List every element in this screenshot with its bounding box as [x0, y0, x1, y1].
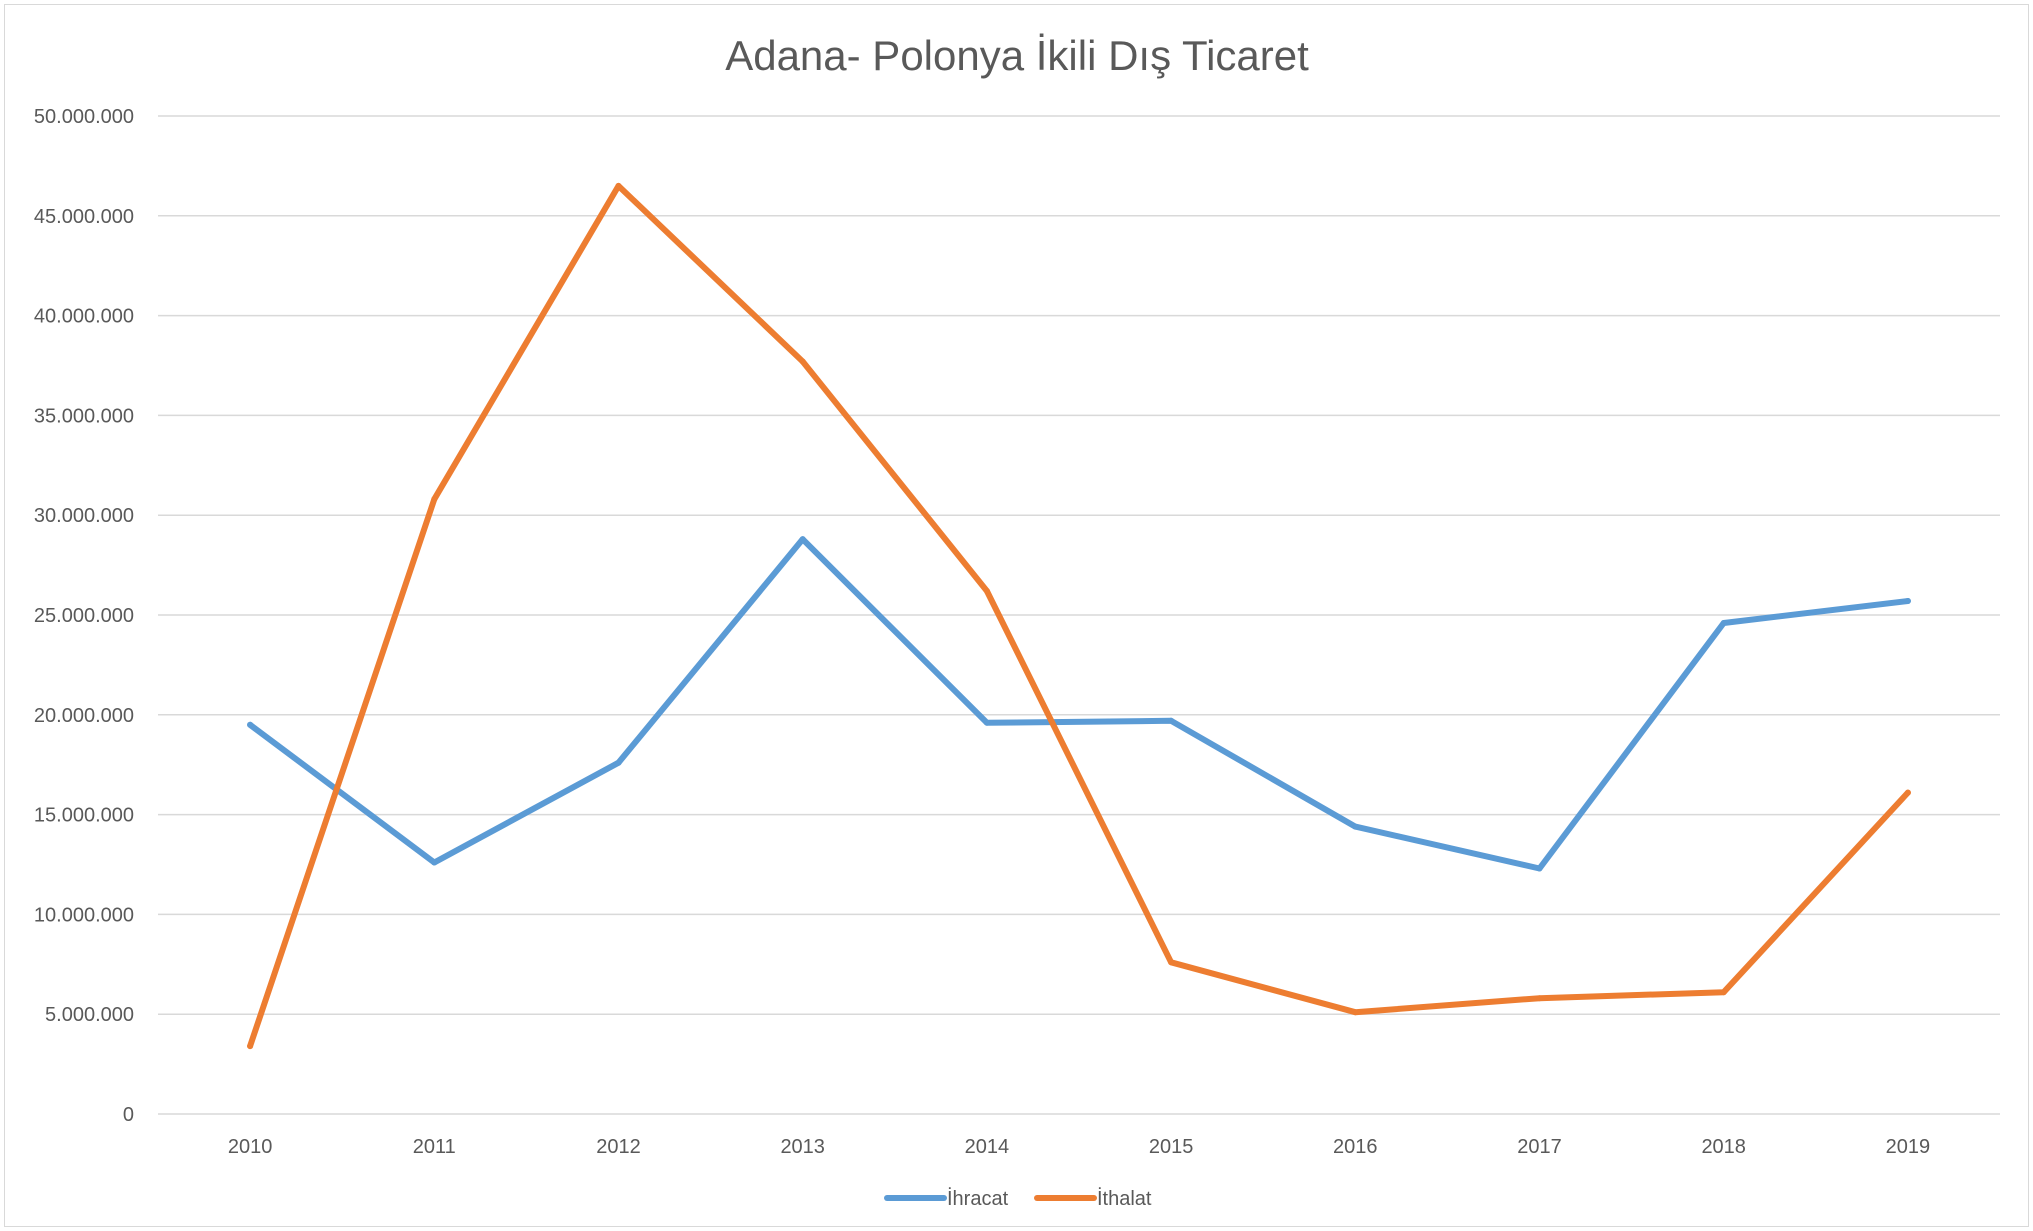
- x-tick-label: 2015: [1149, 1136, 1194, 1158]
- data-point: [1904, 598, 1911, 605]
- y-axis-ticks: 0 5.000.000 10.000.000 15.000.000 20.000.000…: [34, 106, 134, 1126]
- x-axis-ticks: 2010 2011 2012 2013 2014 2015 2016 2017 2018 2019: [228, 1136, 1930, 1158]
- data-point: [247, 1043, 254, 1050]
- data-point: [615, 759, 622, 766]
- y-tick-label: 45.000.000: [34, 206, 134, 228]
- data-point: [1536, 865, 1543, 872]
- data-point: [799, 536, 806, 543]
- data-point: [1352, 823, 1359, 830]
- y-tick-label: 15.000.000: [34, 805, 134, 827]
- data-point: [1168, 717, 1175, 724]
- data-point: [799, 358, 806, 365]
- y-tick-label: 40.000.000: [34, 306, 134, 328]
- legend: İhracat İthalat: [884, 1187, 1152, 1210]
- legend-label: İthalat: [1097, 1187, 1152, 1210]
- data-point: [983, 719, 990, 726]
- data-point: [1720, 619, 1727, 626]
- y-tick-label: 50.000.000: [34, 106, 134, 128]
- legend-item: İthalat: [1034, 1187, 1152, 1210]
- x-tick-label: 2012: [596, 1136, 641, 1158]
- data-point: [1720, 989, 1727, 996]
- x-tick-label: 2019: [1886, 1136, 1931, 1158]
- legend-item: İhracat: [884, 1187, 1009, 1210]
- data-point: [1168, 959, 1175, 966]
- x-tick-label: 2011: [413, 1136, 456, 1158]
- y-tick-label: 20.000.000: [34, 705, 134, 727]
- data-point: [983, 588, 990, 595]
- y-tick-label: 25.000.000: [34, 605, 134, 627]
- data-point: [431, 496, 438, 503]
- x-tick-label: 2018: [1701, 1136, 1746, 1158]
- data-point: [615, 182, 622, 189]
- series-line-ithalat: [247, 182, 1911, 1050]
- x-tick-label: 2017: [1517, 1136, 1562, 1158]
- y-tick-label: 10.000.000: [34, 904, 134, 926]
- data-point: [1352, 1009, 1359, 1016]
- series-line-ihracat: [247, 536, 1911, 872]
- data-point: [1904, 789, 1911, 796]
- y-tick-label: 30.000.000: [34, 505, 134, 527]
- data-point: [247, 721, 254, 728]
- x-tick-label: 2016: [1333, 1136, 1378, 1158]
- y-tick-label: 5.000.000: [45, 1004, 134, 1026]
- y-tick-label: 35.000.000: [34, 405, 134, 427]
- series-lines: [247, 182, 1911, 1050]
- data-point: [1536, 995, 1543, 1002]
- x-tick-label: 2013: [780, 1136, 825, 1158]
- legend-label: İhracat: [947, 1187, 1009, 1210]
- data-point: [431, 859, 438, 866]
- grid-lines: [158, 115, 2000, 1115]
- chart-title: Adana- Polonya İkili Dış Ticaret: [725, 32, 1309, 79]
- x-tick-label: 2014: [965, 1136, 1010, 1158]
- x-tick-label: 2010: [228, 1136, 273, 1158]
- y-tick-label: 0: [123, 1104, 134, 1126]
